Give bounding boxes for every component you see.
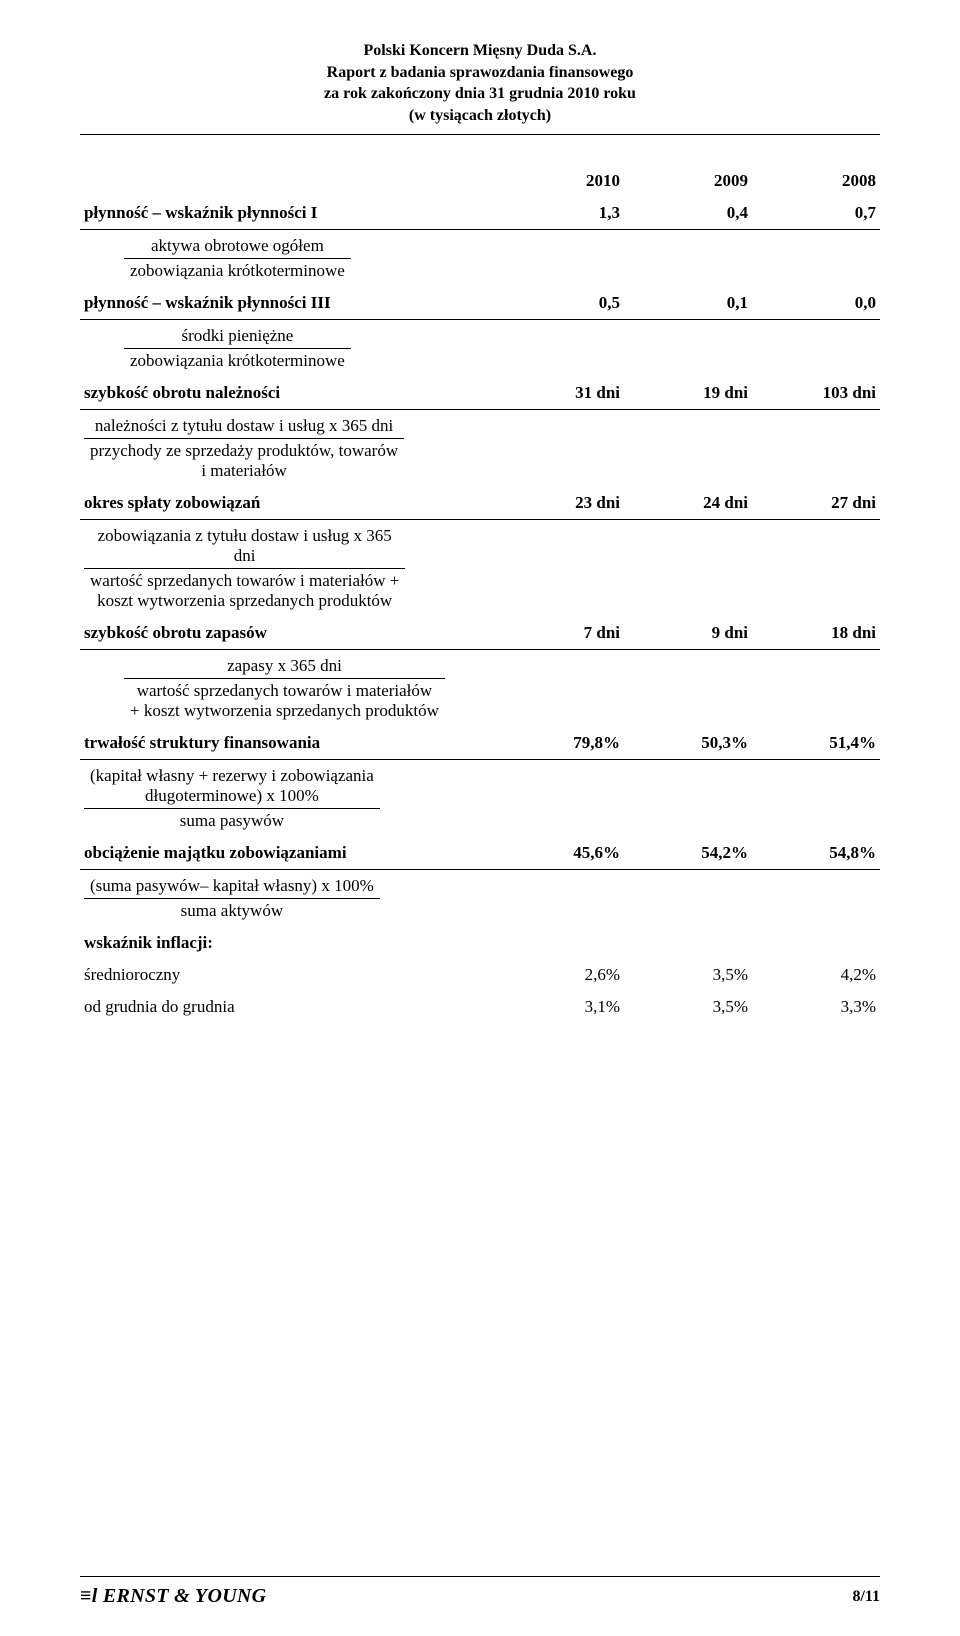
burden-num: (suma pasywów– kapitał własny) x 100%	[84, 876, 380, 899]
formula-receivables: należności z tytułu dostaw i usług x 365…	[80, 410, 880, 488]
val-recv-2008: 103 dni	[752, 377, 880, 410]
val-infl-dec-2009: 3,5%	[624, 991, 752, 1023]
formula-liquidity-1: aktywa obrotowe ogółem zobowiązania krót…	[80, 230, 880, 288]
inv-den-2: + koszt wytworzenia sprzedanych produktó…	[130, 701, 439, 720]
row-receivables-turnover: szybkość obrotu należności 31 dni 19 dni…	[80, 377, 880, 410]
row-inventory-turnover: szybkość obrotu zapasów 7 dni 9 dni 18 d…	[80, 617, 880, 650]
val-pay-2009: 24 dni	[624, 487, 752, 520]
liq1-denominator: zobowiązania krótkoterminowe	[124, 259, 351, 281]
row-payables-period: okres spłaty zobowiązań 23 dni 24 dni 27…	[80, 487, 880, 520]
label-receivables: szybkość obrotu należności	[80, 377, 496, 410]
label-structure: trwałość struktury finansowania	[80, 727, 496, 760]
header-line-1: Polski Koncern Mięsny Duda S.A.	[80, 40, 880, 62]
val-infl-annual-2008: 4,2%	[752, 959, 880, 991]
year-2: 2009	[624, 165, 752, 197]
pay-den-2: koszt wytworzenia sprzedanych produktów	[97, 591, 392, 610]
val-liq1-2010: 1,3	[496, 197, 624, 230]
val-infl-annual-2010: 2,6%	[496, 959, 624, 991]
burden-den: suma aktywów	[84, 899, 380, 921]
page-container: Polski Koncern Mięsny Duda S.A. Raport z…	[0, 0, 960, 1636]
formula-payables: zobowiązania z tytułu dostaw i usług x 3…	[80, 520, 880, 618]
val-infl-dec-2010: 3,1%	[496, 991, 624, 1023]
val-inv-2010: 7 dni	[496, 617, 624, 650]
struct-num-1: (kapitał własny + rezerwy i zobowiązania	[90, 766, 374, 785]
fraction-liq3: środki pieniężne zobowiązania krótkoterm…	[124, 326, 351, 371]
header-line-3: za rok zakończony dnia 31 grudnia 2010 r…	[80, 83, 880, 105]
label-liquidity-3: płynność – wskaźnik płynności III	[80, 287, 496, 320]
val-liq3-2009: 0,1	[624, 287, 752, 320]
formula-burden: (suma pasywów– kapitał własny) x 100% su…	[80, 870, 880, 928]
val-struct-2008: 51,4%	[752, 727, 880, 760]
row-inflation-dec: od grudnia do grudnia 3,1% 3,5% 3,3%	[80, 991, 880, 1023]
val-struct-2009: 50,3%	[624, 727, 752, 760]
year-header-row: 2010 2009 2008	[80, 165, 880, 197]
row-liquidity-3: płynność – wskaźnik płynności III 0,5 0,…	[80, 287, 880, 320]
header-line-4: (w tysiącach złotych)	[80, 105, 880, 127]
fraction-pay: zobowiązania z tytułu dostaw i usług x 3…	[84, 526, 405, 611]
recv-den-2: i materiałów	[201, 461, 286, 480]
row-financing-structure: trwałość struktury finansowania 79,8% 50…	[80, 727, 880, 760]
label-infl-annual: średnioroczny	[80, 959, 496, 991]
row-asset-burden: obciążenie majątku zobowiązaniami 45,6% …	[80, 837, 880, 870]
val-liq3-2008: 0,0	[752, 287, 880, 320]
inv-den-1: wartość sprzedanych towarów i materiałów	[137, 681, 433, 700]
val-burden-2008: 54,8%	[752, 837, 880, 870]
label-inflation: wskaźnik inflacji:	[80, 927, 496, 959]
formula-structure: (kapitał własny + rezerwy i zobowiązania…	[80, 760, 880, 838]
recv-den-1: przychody ze sprzedaży produktów, towaró…	[90, 441, 398, 460]
year-3: 2008	[752, 165, 880, 197]
struct-den: suma pasywów	[84, 809, 380, 831]
val-inv-2009: 9 dni	[624, 617, 752, 650]
page-footer: ≡l ERNST & YOUNG 8/11	[80, 1576, 880, 1608]
liq1-numerator: aktywa obrotowe ogółem	[124, 236, 351, 259]
row-liquidity-1: płynność – wskaźnik płynności I 1,3 0,4 …	[80, 197, 880, 230]
pay-num-1: zobowiązania z tytułu dostaw i usług x 3…	[98, 526, 392, 545]
pay-num-2: dni	[234, 546, 256, 565]
val-liq1-2008: 0,7	[752, 197, 880, 230]
fraction-inv: zapasy x 365 dni wartość sprzedanych tow…	[124, 656, 445, 721]
label-liquidity-1: płynność – wskaźnik płynności I	[80, 197, 496, 230]
fraction-recv: należności z tytułu dostaw i usług x 365…	[84, 416, 404, 481]
label-payables: okres spłaty zobowiązań	[80, 487, 496, 520]
header-line-2: Raport z badania sprawozdania finansoweg…	[80, 62, 880, 84]
pay-den-1: wartość sprzedanych towarów i materiałów…	[90, 571, 399, 590]
val-burden-2010: 45,6%	[496, 837, 624, 870]
val-burden-2009: 54,2%	[624, 837, 752, 870]
fraction-struct: (kapitał własny + rezerwy i zobowiązania…	[84, 766, 380, 831]
val-inv-2008: 18 dni	[752, 617, 880, 650]
val-infl-dec-2008: 3,3%	[752, 991, 880, 1023]
financial-table: 2010 2009 2008 płynność – wskaźnik płynn…	[80, 165, 880, 1023]
liq3-denominator: zobowiązania krótkoterminowe	[124, 349, 351, 371]
header-rule	[80, 134, 880, 135]
document-header: Polski Koncern Mięsny Duda S.A. Raport z…	[80, 40, 880, 126]
val-infl-annual-2009: 3,5%	[624, 959, 752, 991]
val-recv-2010: 31 dni	[496, 377, 624, 410]
val-struct-2010: 79,8%	[496, 727, 624, 760]
liq3-numerator: środki pieniężne	[124, 326, 351, 349]
label-inventory: szybkość obrotu zapasów	[80, 617, 496, 650]
val-pay-2010: 23 dni	[496, 487, 624, 520]
footer-logo-text: ERNST & YOUNG	[103, 1585, 267, 1607]
row-inflation-header: wskaźnik inflacji:	[80, 927, 880, 959]
label-burden: obciążenie majątku zobowiązaniami	[80, 837, 496, 870]
label-infl-dec: od grudnia do grudnia	[80, 991, 496, 1023]
fraction-liq1: aktywa obrotowe ogółem zobowiązania krót…	[124, 236, 351, 281]
year-1: 2010	[496, 165, 624, 197]
val-liq3-2010: 0,5	[496, 287, 624, 320]
val-recv-2009: 19 dni	[624, 377, 752, 410]
inv-numerator: zapasy x 365 dni	[124, 656, 445, 679]
formula-liquidity-3: środki pieniężne zobowiązania krótkoterm…	[80, 320, 880, 378]
val-pay-2008: 27 dni	[752, 487, 880, 520]
val-liq1-2009: 0,4	[624, 197, 752, 230]
ernst-young-logo: ≡l ERNST & YOUNG	[80, 1585, 266, 1608]
fraction-burden: (suma pasywów– kapitał własny) x 100% su…	[84, 876, 380, 921]
row-inflation-annual: średnioroczny 2,6% 3,5% 4,2%	[80, 959, 880, 991]
recv-numerator: należności z tytułu dostaw i usług x 365…	[84, 416, 404, 439]
formula-inventory: zapasy x 365 dni wartość sprzedanych tow…	[80, 650, 880, 728]
struct-num-2: długoterminowe) x 100%	[145, 786, 319, 805]
page-number: 8/11	[852, 1588, 880, 1606]
